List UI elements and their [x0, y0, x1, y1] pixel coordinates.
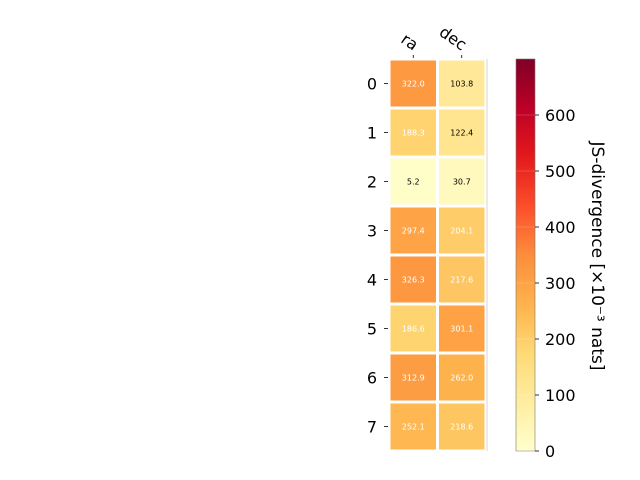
- colorbar: 0 100 200 300 400 500 600: [515, 58, 576, 461]
- colorbar-gradient: [515, 58, 536, 452]
- heatmap-cell: [439, 305, 485, 352]
- heatmap-cell: [439, 158, 485, 205]
- cell-value-label: 204.1: [450, 227, 473, 236]
- colorbar-tick-label: 100: [545, 386, 576, 405]
- heatmap-cell: [390, 60, 436, 107]
- heatmap-cell: [390, 305, 436, 352]
- row-tick-label: 4: [367, 271, 377, 290]
- row-tick-label: 0: [367, 75, 377, 94]
- colorbar-tick-label: 200: [545, 330, 576, 349]
- heatmap-cell: [390, 158, 436, 205]
- cell-value-label: 218.6: [450, 423, 473, 432]
- cell-value-label: 322.0: [402, 80, 425, 89]
- heatmap-cell: [390, 207, 436, 254]
- colorbar-tick-label: 500: [545, 162, 576, 181]
- row-tick-label: 1: [367, 124, 377, 143]
- cell-value-label: 103.8: [450, 80, 473, 89]
- cell-value-label: 297.4: [402, 227, 425, 236]
- cell-value-label: 217.6: [450, 276, 473, 285]
- cell-value-label: 186.6: [402, 325, 425, 334]
- cell-value-label: 122.4: [450, 129, 473, 138]
- heatmap-cell: [390, 354, 436, 401]
- column-tick-label: ra: [398, 29, 422, 54]
- heatmap-cell: [390, 109, 436, 156]
- cell-value-label: 262.0: [450, 374, 473, 383]
- colorbar-tick-label: 400: [545, 218, 576, 237]
- colorbar-label: JS-divergence [×10⁻³ nats]: [587, 141, 607, 371]
- heatmap-cell: [439, 354, 485, 401]
- colorbar-tick-label: 0: [545, 442, 555, 461]
- colorbar-tick-label: 600: [545, 106, 576, 125]
- heatmap-cell: [390, 256, 436, 303]
- heatmap-cell: [439, 109, 485, 156]
- row-tick-label: 2: [367, 173, 377, 192]
- row-tick-label: 6: [367, 369, 377, 388]
- heatmap-cell: [439, 207, 485, 254]
- heatmap-cell: [439, 60, 485, 107]
- cell-value-label: 252.1: [402, 423, 425, 432]
- column-tick-label: dec: [436, 22, 470, 54]
- cell-value-label: 312.9: [402, 374, 425, 383]
- cell-value-label: 188.3: [402, 129, 425, 138]
- heatmap-cell: [390, 403, 436, 450]
- cell-value-label: 5.2: [407, 178, 420, 187]
- heatmap-cell: [439, 256, 485, 303]
- cell-value-label: 30.7: [453, 178, 471, 187]
- row-tick-label: 3: [367, 222, 377, 241]
- cell-value-label: 326.3: [402, 276, 425, 285]
- colorbar-tick-label: 300: [545, 274, 576, 293]
- cell-value-label: 301.1: [450, 325, 473, 334]
- heatmap-cell: [439, 403, 485, 450]
- row-tick-label: 7: [367, 418, 377, 437]
- row-tick-label: 5: [367, 320, 377, 339]
